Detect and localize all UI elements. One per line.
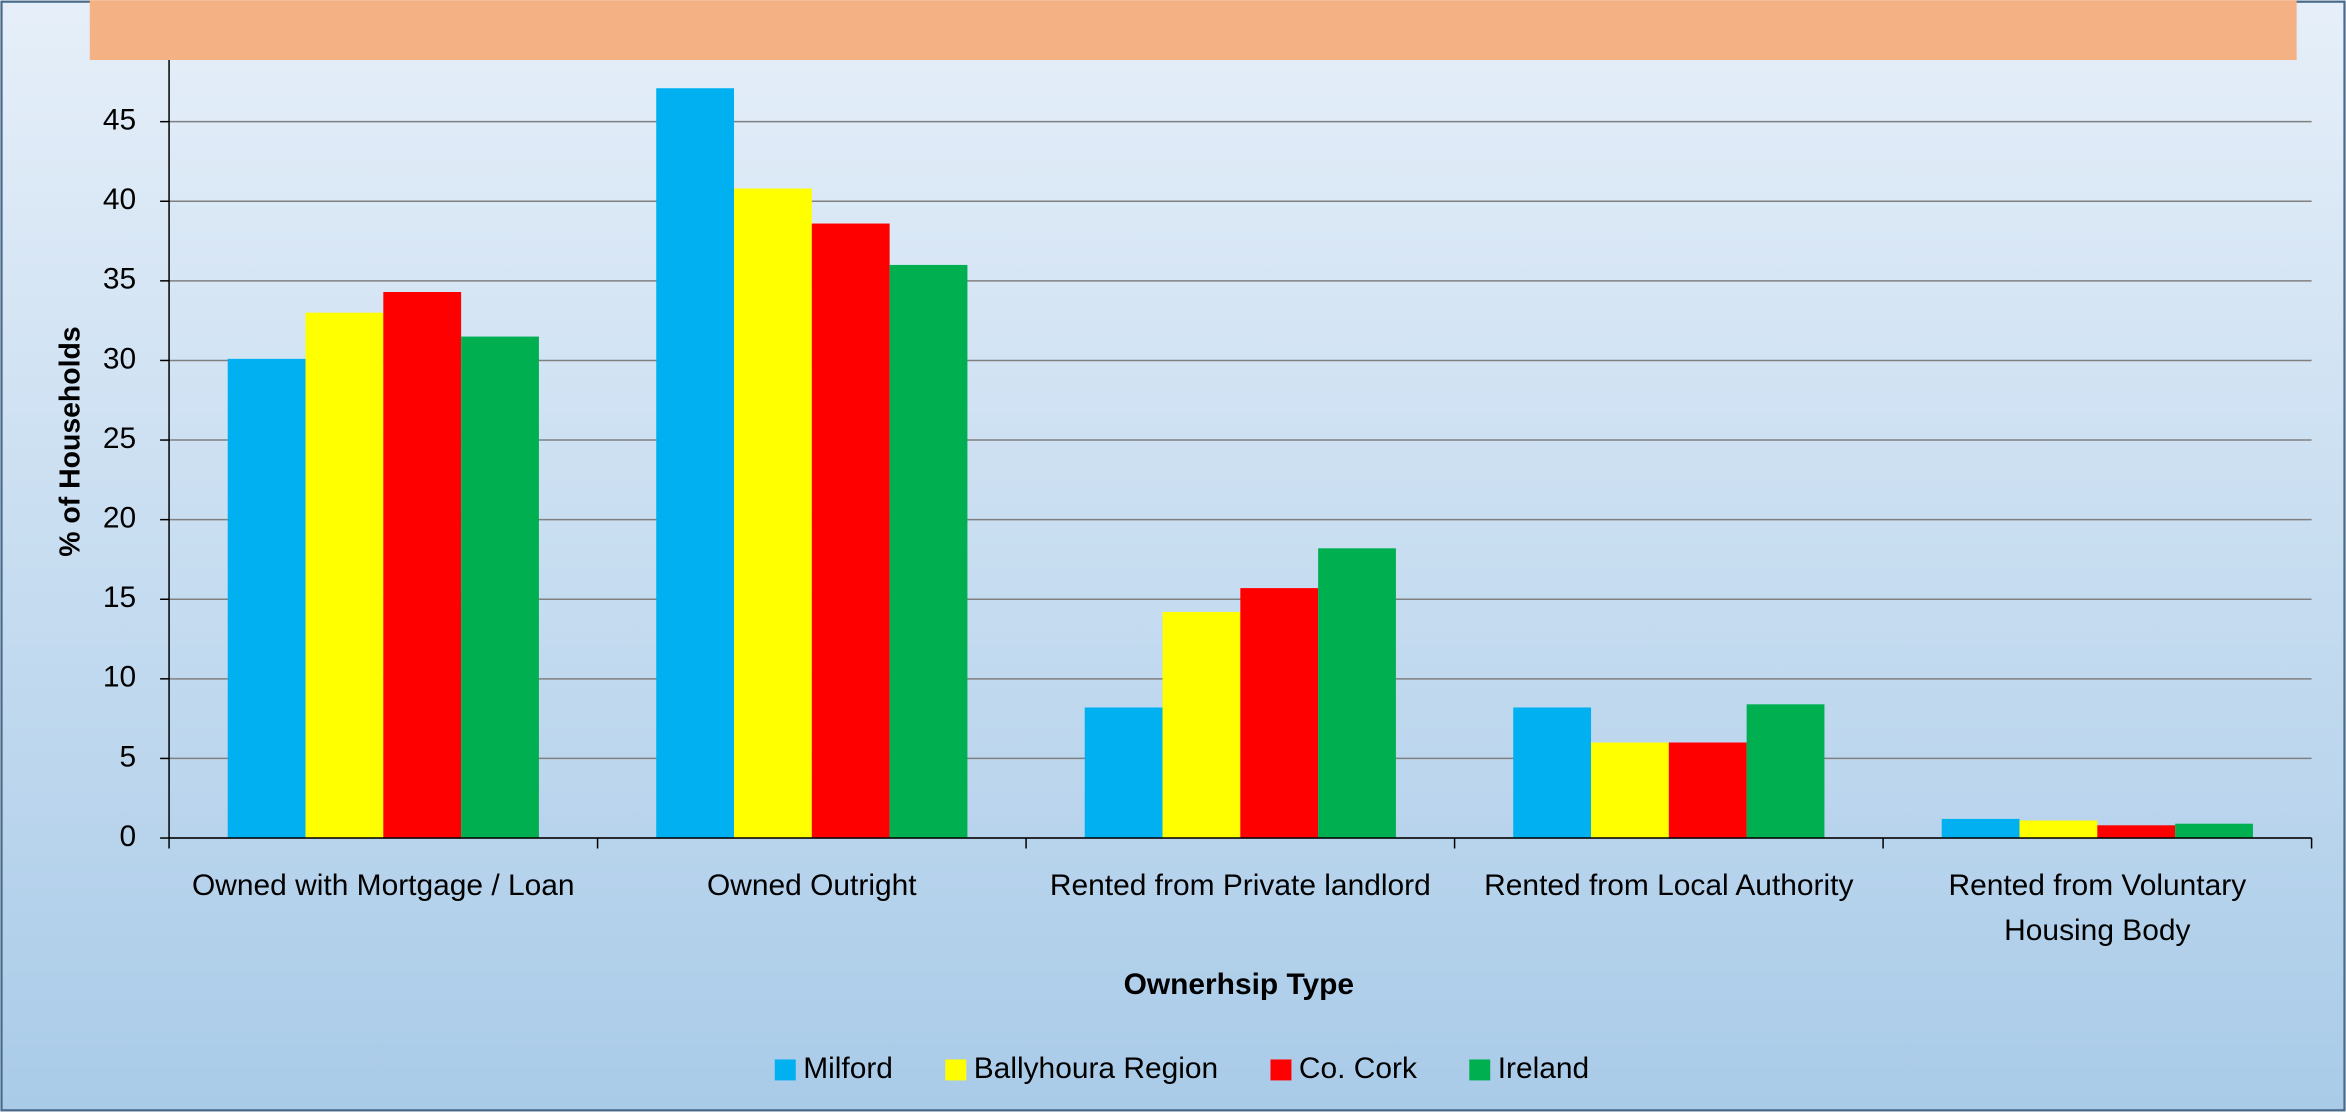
y-tick-label: 0 [120, 820, 137, 853]
legend-label: Ireland [1498, 1052, 1589, 1085]
legend-swatch [774, 1059, 796, 1081]
y-tick-label: 15 [103, 581, 136, 614]
x-tick-label-box: Rented from Voluntary Housing Body [1948, 869, 2247, 948]
bar [1941, 818, 2020, 839]
bar [734, 188, 812, 839]
y-axis-title: % of Households [54, 326, 86, 556]
x-tick-label: Rented from Private landlord [1049, 869, 1431, 903]
bar [305, 312, 384, 839]
x-tick-label-box: Owned Outright [707, 869, 917, 903]
y-tick-label: 10 [103, 661, 136, 694]
y-tick-label: 45 [103, 104, 136, 137]
bar [1668, 742, 1747, 839]
legend-label: Co. Cork [1299, 1052, 1417, 1085]
bar [1591, 742, 1669, 839]
x-tick-label-box: Rented from Private landlord [1049, 869, 1431, 903]
x-tick-label: Rented from Local Authority [1484, 869, 1854, 903]
bar [1162, 611, 1241, 839]
x-tick-label: Owned Outright [707, 869, 917, 903]
legend-swatch [1469, 1059, 1491, 1081]
banner [89, 0, 2297, 61]
y-tick-label: 40 [103, 183, 136, 216]
x-tick-label-box: Rented from Local Authority [1484, 869, 1854, 903]
y-tick-label: 30 [103, 342, 136, 375]
y-tick-label: 35 [103, 263, 136, 296]
bar [461, 336, 539, 839]
bar [811, 223, 890, 839]
bar [1084, 707, 1163, 839]
bar [227, 358, 306, 839]
bar [1513, 707, 1592, 839]
y-tick-label: 5 [120, 740, 137, 773]
y-tick-label: 25 [103, 422, 136, 455]
legend-swatch [945, 1059, 967, 1081]
bar [383, 291, 462, 839]
x-axis-title: Ownerhsip Type [1124, 968, 1354, 1001]
bar [1318, 548, 1396, 839]
x-tick-label: Owned with Mortgage / Loan [192, 869, 575, 903]
bar [1240, 588, 1319, 839]
legend-label: Milford [803, 1052, 893, 1085]
bar [656, 88, 735, 839]
bar [2097, 825, 2176, 839]
x-tick-label: Rented from Voluntary Housing Body [1948, 869, 2247, 948]
x-tick-label-box: Owned with Mortgage / Loan [192, 869, 575, 903]
bar [2175, 823, 2253, 839]
bar [889, 264, 968, 839]
y-tick-label: 20 [103, 502, 136, 535]
plot-area: 0 5 10 15 20 25 30 35 40 45 Owned with Mortgage / … [103, 42, 2313, 948]
legend: Milford Ballyhoura Region Co. Cork Ireland [774, 1052, 1589, 1085]
legend-label: Ballyhoura Region [974, 1052, 1218, 1085]
bar [1746, 704, 1825, 839]
legend-swatch [1270, 1059, 1292, 1081]
bar [2019, 820, 2098, 839]
